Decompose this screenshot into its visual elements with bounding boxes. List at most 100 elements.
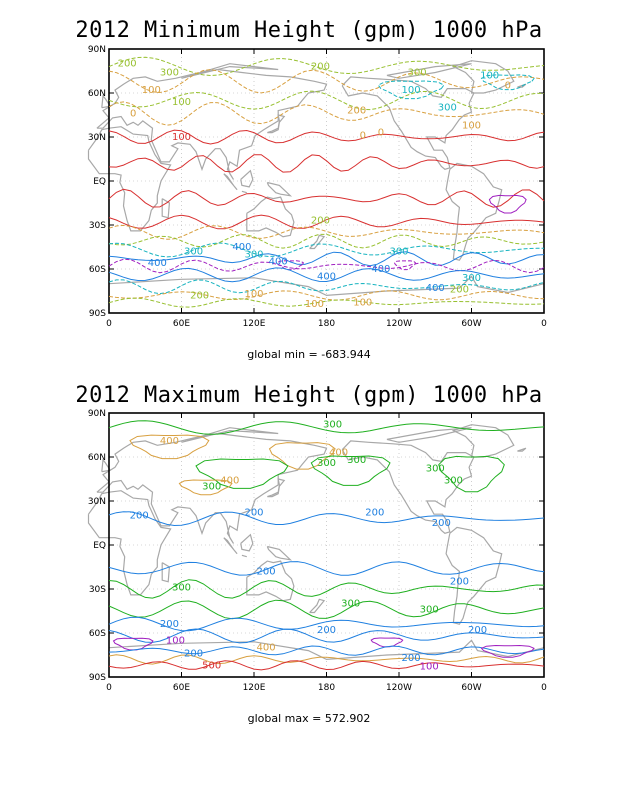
coastline: [386, 427, 472, 443]
coastline: [246, 560, 295, 602]
contour-label: 200: [450, 577, 469, 588]
contour-label: 400: [220, 475, 239, 486]
contour-line-zero: [108, 154, 545, 173]
contour-line-minus200: [108, 297, 545, 308]
contour-label: 200: [190, 290, 209, 301]
coastline: [108, 639, 545, 661]
contour-label: 200: [365, 508, 384, 519]
contour-line-500: [108, 660, 545, 671]
contour-line-200: [108, 645, 545, 656]
contour-label: 300: [184, 246, 203, 257]
contour-label: 300: [389, 246, 408, 257]
contour-label: 300: [408, 67, 427, 78]
contour-label: 400: [257, 643, 276, 654]
contour-line-minus100: [108, 290, 545, 301]
contour-label: 100: [166, 635, 185, 646]
contour-line-100: [480, 644, 535, 658]
contour-line-minus300: [480, 74, 535, 91]
contour-label: 0: [505, 81, 511, 92]
contour-label: 200: [432, 518, 451, 529]
coastline: [451, 424, 515, 458]
y-tick-label: 90S: [89, 309, 106, 319]
contour-line-minus100: [108, 224, 545, 240]
coastline: [445, 526, 503, 625]
contour-label: 200: [130, 511, 149, 522]
contour-label: 200: [450, 285, 469, 296]
contour-line-minus100: [108, 101, 545, 126]
contour-label: 300: [160, 67, 179, 78]
y-tick-label: 30S: [89, 585, 106, 595]
max-height-map: 0 60E 120E 180 120W 60W 0 90N 60N 30N EQ 30S 60S 90S 3…: [88, 409, 547, 693]
coastline: [241, 190, 247, 194]
y-tick-label: 30N: [88, 497, 106, 507]
contour-line-300: [108, 579, 545, 599]
contour-label: 200: [244, 508, 263, 519]
contour-label: 500: [202, 660, 221, 671]
contour-label: 300: [341, 599, 360, 610]
x-tick-label: 60E: [173, 683, 190, 693]
contour-label: 100: [244, 289, 263, 300]
coastline: [309, 598, 326, 614]
contour-label: 400: [317, 271, 336, 282]
contour-label: 200: [257, 566, 276, 577]
contour-line-minus500: [488, 194, 527, 214]
coastline: [161, 198, 171, 219]
x-tick-label: 0: [106, 319, 112, 329]
contour-label: 400: [269, 257, 288, 268]
contour-label: 300: [244, 249, 263, 260]
contour-label: 100: [420, 662, 439, 673]
contour-label: 200: [160, 619, 179, 630]
x-tick-label: 0: [106, 683, 112, 693]
contour-label: 100: [462, 120, 481, 131]
contour-line-minus400: [108, 267, 545, 283]
contour-label: 100: [172, 97, 191, 108]
contour-line-minus500: [393, 260, 417, 271]
contour-line-200: [108, 628, 545, 644]
contour-line-400: [129, 434, 210, 460]
y-tick-label: 90N: [88, 409, 106, 419]
contour-line-300: [438, 455, 505, 493]
coastline: [451, 60, 515, 94]
contour-label: 200: [317, 625, 336, 636]
contour-line-200: [108, 616, 545, 632]
contour-line-300: [108, 420, 545, 435]
contour-label: 400: [160, 436, 179, 447]
contour-label: 100: [172, 132, 191, 143]
x-tick-label: 120W: [386, 319, 412, 329]
contour-line-zero: [108, 188, 545, 208]
coastline: [267, 478, 286, 498]
contour-label: 400: [232, 242, 251, 253]
contour-line-zero: [108, 214, 545, 230]
x-tick-label: 60E: [173, 319, 190, 329]
contour-label: 300: [420, 605, 439, 616]
contour-label: 200: [468, 625, 487, 636]
x-tick-label: 60W: [461, 683, 481, 693]
x-tick-label: 120W: [386, 683, 412, 693]
contour-line-300: [108, 599, 545, 620]
contour-line-minus200: [108, 90, 545, 111]
coastline: [267, 114, 286, 134]
y-tick-label: 60N: [88, 453, 106, 463]
contour-line-minus500: [108, 258, 545, 274]
contour-line-minus400: [108, 251, 545, 267]
coastline: [101, 458, 112, 473]
x-tick-label: 0: [541, 319, 547, 329]
coastline: [96, 432, 328, 544]
coastline: [246, 196, 295, 238]
contour-label: 300: [347, 455, 366, 466]
contour-label: 200: [311, 216, 330, 227]
contour-label: 400: [148, 258, 167, 269]
contour-label: 100: [353, 298, 372, 309]
contour-line-minus500: [276, 260, 305, 271]
contour-line-200: [108, 561, 545, 576]
x-tick-label: 180: [318, 683, 335, 693]
contour-label: 200: [184, 649, 203, 660]
coastline: [266, 181, 293, 197]
global-min-label: global min = -683.944: [247, 348, 371, 361]
contour-line-100: [370, 637, 404, 648]
contour-label: 400: [329, 448, 348, 459]
x-tick-label: 120E: [243, 319, 266, 329]
y-tick-label: 60S: [89, 629, 106, 639]
contour-label: 400: [371, 264, 390, 275]
x-tick-label: 60W: [461, 319, 481, 329]
